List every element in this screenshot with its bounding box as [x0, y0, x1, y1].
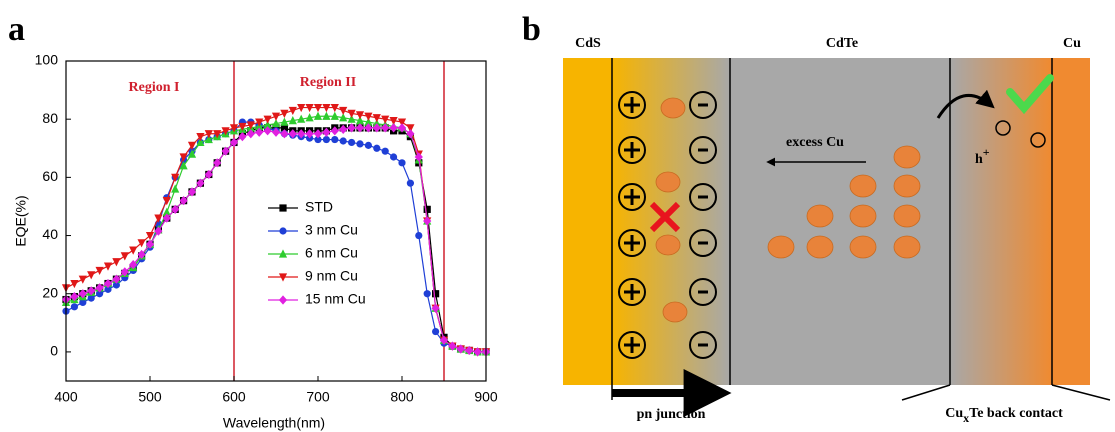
- label: +: [983, 145, 990, 159]
- marker: [390, 153, 397, 160]
- y-tick-label: 80: [42, 110, 58, 126]
- annotation: Region II: [300, 75, 356, 90]
- x-tick-label: 900: [474, 389, 498, 405]
- y-axis-label: EQE(%): [13, 195, 29, 246]
- legend-label: 15 nm Cu: [305, 291, 366, 307]
- marker: [356, 140, 363, 147]
- marker: [279, 295, 287, 304]
- marker: [279, 227, 286, 234]
- marker: [398, 159, 405, 166]
- series-line: [66, 128, 486, 352]
- marker: [96, 267, 104, 275]
- marker: [104, 262, 112, 270]
- marker: [340, 137, 347, 144]
- marker: [70, 280, 78, 288]
- chart: Wavelength(nm) EQE(%) Region I Region II…: [13, 52, 498, 431]
- leader: [1052, 385, 1110, 400]
- layer-label: Cu: [1063, 36, 1081, 51]
- marker: [365, 142, 372, 149]
- cds-layer: [563, 58, 613, 385]
- marker: [348, 139, 355, 146]
- x-tick-label: 800: [390, 389, 414, 405]
- x-tick-label: 700: [306, 389, 330, 405]
- layer-label: CdS: [575, 36, 601, 51]
- annotation: Region I: [129, 80, 180, 95]
- marker: [279, 204, 286, 211]
- marker: [382, 148, 389, 155]
- marker: [415, 232, 422, 239]
- panel-label: a: [8, 11, 25, 48]
- marker: [424, 290, 431, 297]
- marker: [331, 136, 338, 143]
- label: h: [975, 152, 983, 167]
- label: Te back contact: [969, 406, 1063, 421]
- leader: [902, 385, 950, 400]
- marker: [71, 303, 78, 310]
- marker: [323, 136, 330, 143]
- marker: [138, 239, 146, 247]
- legend-label: 6 nm Cu: [305, 245, 358, 261]
- marker: [87, 271, 95, 279]
- marker: [129, 246, 137, 254]
- series-line: [66, 122, 486, 352]
- marker: [432, 328, 439, 335]
- contact-layer: [950, 58, 1052, 385]
- y-tick-label: 20: [42, 284, 58, 300]
- y-tick-label: 0: [50, 343, 58, 359]
- label: excess Cu: [786, 135, 844, 150]
- series-line: [66, 128, 486, 352]
- plot-frame: [66, 61, 486, 381]
- series-line: [66, 116, 486, 352]
- marker: [407, 180, 414, 187]
- legend-label: 3 nm Cu: [305, 222, 358, 238]
- layer-label: CdTe: [826, 36, 858, 51]
- label: pn junction: [637, 407, 706, 422]
- y-tick-label: 40: [42, 226, 58, 242]
- diagram: CdS CdTe Cu excess Cu h+ pn junction Cux…: [563, 36, 1110, 425]
- y-tick-label: 60: [42, 168, 58, 184]
- x-tick-label: 600: [222, 389, 246, 405]
- marker: [79, 276, 87, 284]
- cu-layer: [1052, 58, 1090, 385]
- legend-label: 9 nm Cu: [305, 268, 358, 284]
- x-tick-label: 500: [138, 389, 162, 405]
- marker: [112, 258, 120, 266]
- label: Cu: [945, 406, 963, 421]
- figure: a b Wavelength(nm) EQE(%) Region I Regio…: [0, 0, 1115, 432]
- panel-label: b: [522, 11, 541, 48]
- x-tick-label: 400: [54, 389, 78, 405]
- marker: [432, 290, 439, 297]
- marker: [373, 145, 380, 152]
- marker: [154, 214, 162, 222]
- marker: [121, 252, 129, 260]
- x-axis-label: Wavelength(nm): [223, 415, 325, 431]
- label: CuxTe back contact: [945, 406, 1063, 425]
- y-tick-label: 100: [35, 52, 59, 68]
- series-line: [66, 108, 486, 352]
- legend-label: STD: [305, 199, 333, 215]
